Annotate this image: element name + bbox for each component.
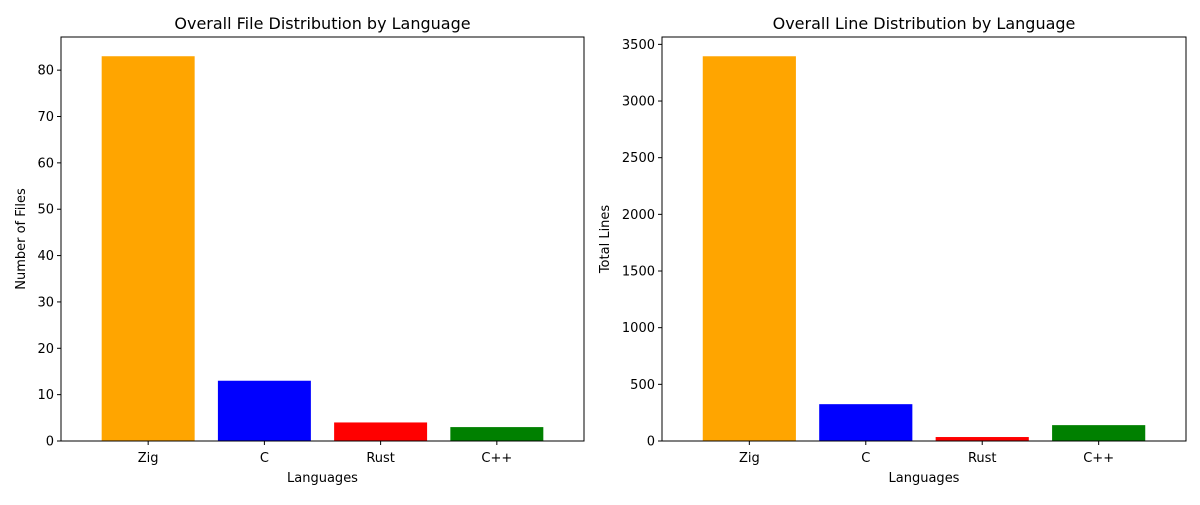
y-tick-label: 3000 — [622, 95, 655, 110]
bar-zig — [702, 56, 796, 441]
y-tick-label: 10 — [37, 388, 54, 403]
chart-1-x-label: Languages — [287, 471, 358, 486]
x-tick-label: C++ — [481, 451, 512, 466]
x-tick-label: Rust — [968, 451, 997, 466]
bar-rust — [334, 422, 428, 441]
y-tick-label: 30 — [37, 295, 54, 310]
x-tick-label: Zig — [138, 451, 159, 466]
y-tick-label: 1500 — [622, 265, 655, 280]
chart-line-distribution: Overall Line Distribution by Language Zi… — [598, 14, 1187, 486]
chart-2-x-ticks: Zig C Rust C++ — [739, 441, 1114, 466]
y-tick-label: 3500 — [622, 38, 655, 53]
chart-2-x-label: Languages — [889, 471, 960, 486]
chart-1-axes-frame — [60, 36, 585, 442]
y-tick-label: 50 — [37, 203, 54, 218]
x-tick-label: C — [260, 451, 269, 466]
chart-file-distribution: Overall File Distribution by Language Zi… — [14, 14, 585, 486]
chart-1-y-label: Number of Files — [14, 188, 29, 290]
y-tick-label: 1000 — [622, 321, 655, 336]
y-tick-label: 2500 — [622, 151, 655, 166]
chart-2-axes-frame — [661, 36, 1187, 442]
chart-1-title: Overall File Distribution by Language — [174, 14, 470, 33]
chart-1-bars — [101, 56, 544, 441]
y-tick-label: 20 — [37, 342, 54, 357]
bar-rust — [935, 437, 1029, 441]
y-tick-label: 60 — [37, 156, 54, 171]
chart-2-bars — [702, 56, 1146, 441]
y-tick-label: 80 — [37, 64, 54, 79]
x-tick-label: Zig — [739, 451, 760, 466]
chart-1-x-ticks: Zig C Rust C++ — [138, 441, 512, 466]
chart-2-y-label: Total Lines — [598, 205, 613, 275]
bar-c — [217, 380, 311, 441]
bar-c — [819, 404, 913, 441]
chart-1-y-ticks: 0 10 20 30 40 50 60 70 80 — [37, 64, 61, 450]
x-tick-label: C — [861, 451, 870, 466]
y-tick-label: 0 — [46, 435, 54, 450]
y-tick-label: 40 — [37, 249, 54, 264]
x-tick-label: Rust — [366, 451, 395, 466]
chart-2-y-ticks: 0 500 1000 1500 2000 2500 3000 3500 — [622, 38, 662, 450]
bar-cplusplus — [450, 427, 544, 441]
chart-2-title: Overall Line Distribution by Language — [773, 14, 1076, 33]
y-tick-label: 500 — [630, 378, 655, 393]
y-tick-label: 0 — [647, 435, 655, 450]
y-tick-label: 2000 — [622, 208, 655, 223]
y-tick-label: 70 — [37, 110, 54, 125]
bar-zig — [101, 56, 195, 441]
bar-cplusplus — [1052, 425, 1146, 441]
x-tick-label: C++ — [1083, 451, 1114, 466]
